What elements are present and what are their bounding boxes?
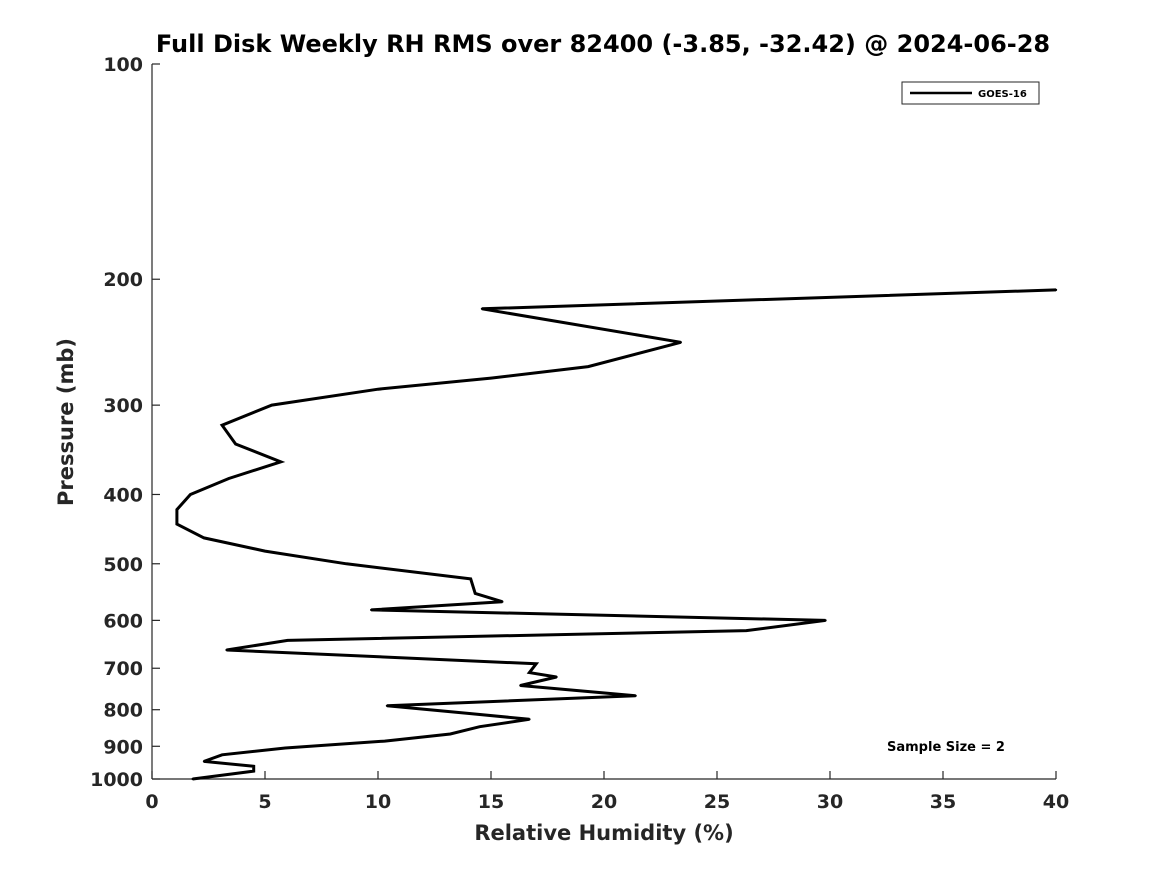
x-tick-label: 5 — [258, 791, 271, 813]
x-tick-label: 15 — [478, 791, 504, 813]
data-point — [469, 712, 472, 715]
data-point — [202, 760, 206, 763]
data-point — [345, 562, 348, 565]
data-point — [220, 753, 224, 756]
x-tick-label: 35 — [930, 791, 956, 813]
data-point — [286, 639, 289, 642]
data-point — [679, 341, 682, 344]
plot-area: 0 5 10 15 20 25 30 35 40 100 200 300 400 500 600 700 80… — [90, 54, 1069, 813]
series-layer — [175, 288, 1058, 781]
x-tick-label: 25 — [704, 791, 730, 813]
data-point — [252, 769, 255, 773]
legend: GOES-16 — [901, 81, 1040, 105]
plot-background — [152, 64, 1056, 779]
y-tick-label: 200 — [103, 269, 143, 291]
data-point — [202, 536, 206, 540]
data-point — [191, 777, 194, 781]
data-point — [234, 442, 237, 446]
y-tick-label: 900 — [103, 736, 143, 758]
data-point — [252, 765, 255, 768]
data-point — [519, 684, 522, 687]
data-point — [634, 694, 637, 697]
data-point — [263, 549, 267, 553]
data-point — [478, 725, 481, 728]
sample-size-annotation: Sample Size = 2 — [887, 740, 1005, 755]
data-point — [175, 508, 179, 511]
series-line-goes-16 — [175, 288, 1057, 781]
data-point — [370, 608, 373, 612]
y-tick-label: 1000 — [90, 769, 143, 791]
legend-label-goes-16: GOES-16 — [978, 89, 1027, 100]
x-tick-label: 10 — [365, 791, 391, 813]
y-axis-label: Pressure (mb) — [54, 338, 78, 506]
data-point — [175, 522, 179, 526]
y-tick-label: 100 — [103, 54, 143, 76]
data-point — [376, 388, 380, 391]
data-point — [555, 675, 558, 679]
data-point — [489, 376, 493, 380]
x-tick-label: 40 — [1043, 791, 1069, 813]
data-point — [469, 577, 472, 581]
data-point — [528, 718, 531, 721]
x-axis-label: Relative Humidity (%) — [474, 821, 733, 845]
x-axis-ticks: 0 5 10 15 20 25 30 35 40 — [145, 771, 1069, 813]
x-tick-label: 20 — [591, 791, 617, 813]
data-point — [480, 307, 484, 310]
data-point — [383, 739, 386, 743]
data-point — [279, 460, 282, 463]
y-tick-label: 400 — [103, 484, 143, 506]
data-point — [474, 592, 477, 595]
data-point — [528, 671, 531, 674]
y-axis-ticks: 100 200 300 400 500 600 700 800 900 1000 — [90, 54, 160, 791]
data-point — [220, 424, 224, 427]
data-point — [449, 732, 452, 736]
x-tick-label: 30 — [817, 791, 843, 813]
data-point — [587, 365, 590, 368]
data-point — [225, 648, 228, 652]
data-point — [501, 600, 504, 603]
data-point — [535, 662, 538, 665]
data-point — [824, 619, 827, 622]
y-tick-label: 800 — [103, 700, 143, 722]
data-point — [227, 477, 230, 480]
data-point — [385, 704, 389, 707]
y-tick-label: 700 — [103, 658, 143, 680]
data-point — [270, 403, 273, 407]
data-point — [189, 493, 192, 496]
data-point — [284, 746, 287, 750]
chart-title: Full Disk Weekly RH RMS over 82400 (-3.8… — [156, 30, 1050, 58]
data-point — [745, 629, 748, 632]
data-point — [1054, 288, 1058, 292]
y-tick-label: 600 — [103, 610, 143, 632]
y-tick-label: 300 — [103, 395, 143, 417]
y-tick-label: 500 — [103, 554, 143, 576]
x-tick-label: 0 — [145, 791, 158, 813]
